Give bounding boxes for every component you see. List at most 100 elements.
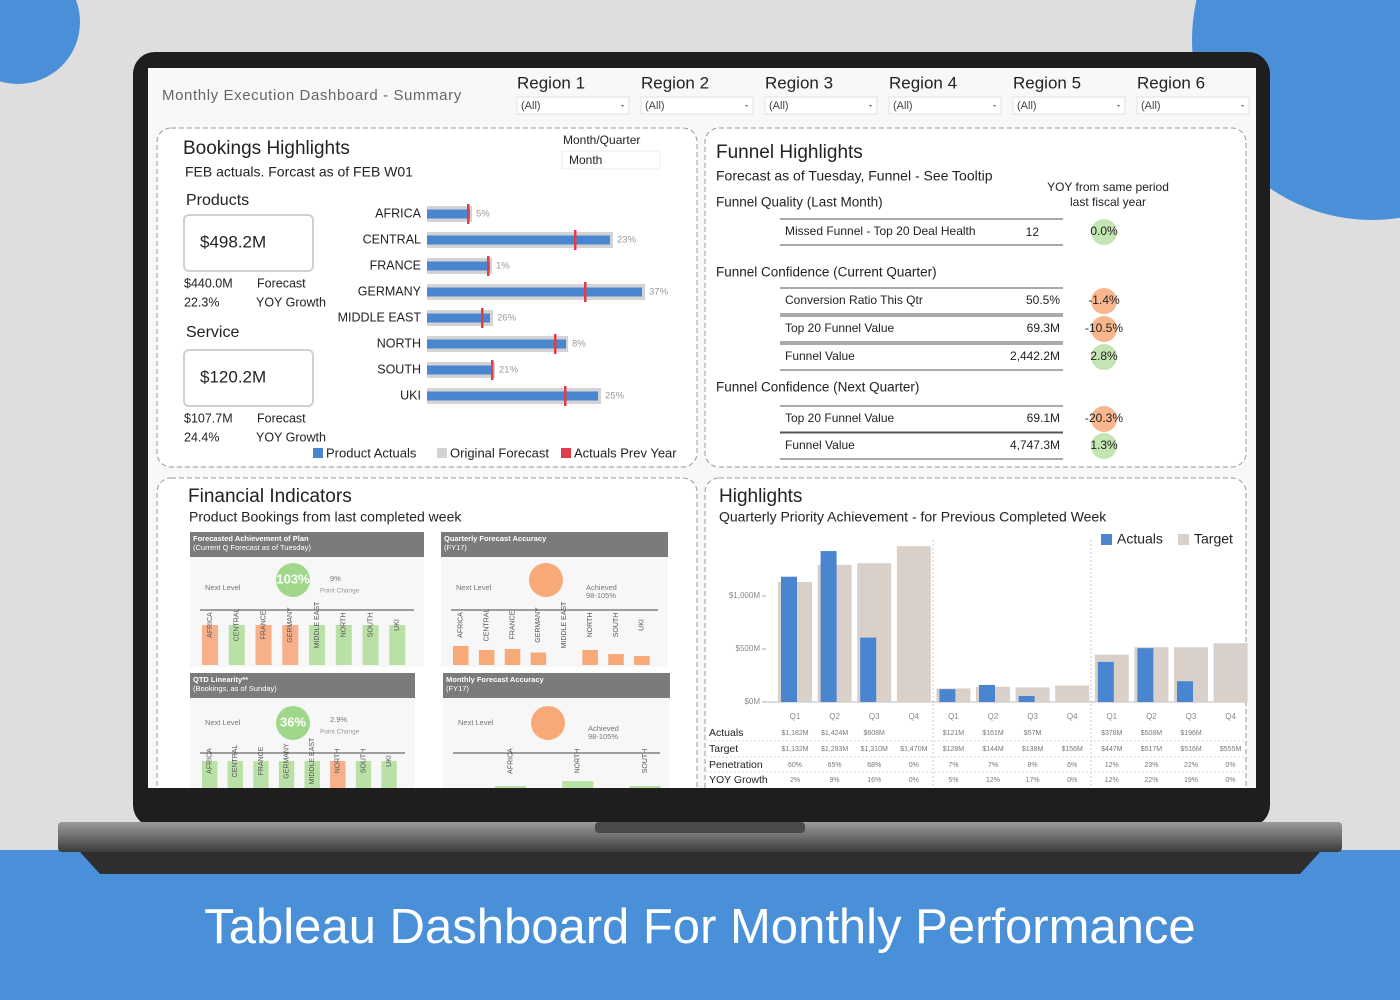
mini-bar [253,761,269,788]
mini-bar-label: MIDDLE EAST [309,737,316,784]
filter-dropdown[interactable] [764,96,878,115]
mini-bar-label: AFRICA [207,748,214,774]
category-label: UKI [400,388,421,402]
legend-swatch [1178,534,1189,545]
yoy-value: -1.4% [1088,293,1120,307]
prev-year-marker [487,256,490,276]
category-label: FRANCE [370,258,421,272]
tile-subtitle: (FY17) [444,543,467,552]
mini-bar-label: CENTRAL [234,609,241,642]
table-cell: $138M [1022,746,1044,753]
table-cell: 6% [1067,762,1077,769]
toggle-label: Month/Quarter [563,133,640,147]
tile-indicator [529,563,563,597]
mini-bar-label: NORTH [341,613,348,638]
table-cell: $57M [1024,730,1042,737]
row-value: 4,747.3M [1010,438,1060,452]
yoy-indicator [1091,406,1117,432]
category-label: CENTRAL [363,232,421,246]
filter-dropdown[interactable] [1136,96,1250,115]
toggle[interactable] [561,150,661,170]
row-label: Funnel Value [785,349,855,363]
dropdown-arrow [745,105,748,107]
table-cell: $517M [1141,746,1163,753]
table-row-label: Actuals [709,727,743,739]
mini-bar [255,625,272,665]
actual-bar [427,391,598,401]
row-value: 69.1M [1027,411,1060,425]
prev-year-marker [584,282,587,302]
decor-circle [0,0,80,84]
legend-swatch [437,448,447,458]
mini-bar-label: AFRICA [207,612,214,638]
mini-bar-label: CENTRAL [483,609,490,642]
legend-label: Product Actuals [326,445,417,460]
mini-bar [335,625,352,665]
table-cell: $1,182M [781,730,808,737]
mini-bar-label: SOUTH [613,613,620,638]
x-tick-label: Q3 [869,712,880,721]
banner [0,850,1400,1000]
growth-label: 23% [617,235,637,246]
filter-label: Region 6 [1137,73,1205,92]
growth-label: 21% [499,365,519,376]
tile-indicator [276,706,310,740]
mini-bar [608,654,624,665]
row-value: 12 [1026,225,1040,239]
yoy-indicator [1091,219,1117,245]
legend-label: Actuals Prev Year [574,445,677,460]
toggle-value: Month [569,153,602,167]
category-label: NORTH [377,336,421,350]
tile-level-label: Next Level [456,583,492,592]
x-tick-label: Q2 [1146,712,1157,721]
tile-subtitle: (Current Q Forecast as of Tuesday) [193,543,311,552]
growth-label: 25% [605,391,625,402]
yoy-value: 0.0% [1090,224,1118,238]
mini-bar-label: UKI [386,755,393,767]
kpi-value: $498.2M [200,232,266,251]
tile-level-label: Next Level [458,718,494,727]
y-tick-label: $1,000M [729,591,760,600]
target-bar [896,546,931,702]
mini-bar [634,656,650,665]
tile-change-label: Point Change [320,729,360,736]
x-tick-label: Q2 [829,712,840,721]
filter-value: (All) [893,100,913,112]
legend-label: Target [1194,531,1233,547]
filter-dropdown[interactable] [516,96,630,115]
filter-dropdown[interactable] [888,96,1002,115]
table-cell: $156M [1061,746,1083,753]
filter-dropdown[interactable] [1012,96,1126,115]
actual-bar [979,684,995,702]
mini-bar [389,625,406,665]
legend-swatch [1101,534,1112,545]
table-cell: $1,424M [821,730,848,737]
filter-dropdown[interactable] [640,96,754,115]
table-cell: 19% [1184,777,1198,784]
table-cell: 8% [1028,762,1038,769]
table-cell: 22% [1184,762,1198,769]
tile-level-label: Next Level [205,718,241,727]
yoy-header: YOY from same period [1047,180,1169,194]
legend-label: Original Forecast [450,445,549,460]
filter-value: (All) [645,100,665,112]
yoy-value: 2.8% [1090,349,1118,363]
row-value: 69.3M [1027,321,1060,335]
mini-bar-label: FRANCE [258,746,265,775]
actual-bar [427,365,493,375]
tile-indicator [531,706,565,740]
row-value: 2,442.2M [1010,349,1060,363]
table-row-label: YOY Growth [709,774,768,786]
kpi-growth-label: YOY Growth [256,430,326,444]
table-cell: $161M [982,730,1004,737]
section-title: Funnel Quality (Last Month) [716,195,883,210]
panel [704,477,1247,788]
panel-title: Bookings Highlights [183,138,350,159]
mini-bar-label: SOUTH [642,749,649,774]
x-tick-label: Q4 [1067,712,1078,721]
actual-bar [1018,695,1035,702]
kpi-box [183,349,314,407]
row-label: Top 20 Funnel Value [785,411,895,425]
table-cell: 0% [1226,762,1236,769]
